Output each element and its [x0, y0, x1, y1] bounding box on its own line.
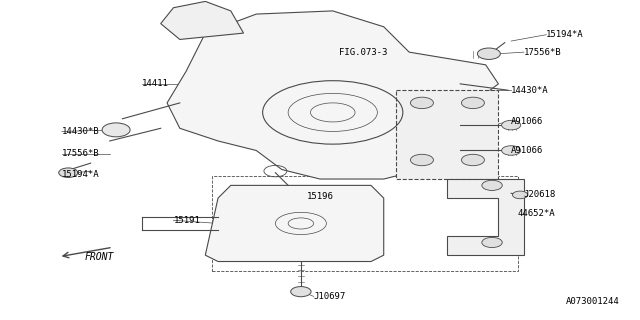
Circle shape: [410, 97, 433, 108]
Text: 15194*A: 15194*A: [546, 30, 584, 39]
Polygon shape: [167, 11, 499, 179]
Text: 17556*B: 17556*B: [524, 48, 561, 57]
Circle shape: [102, 123, 130, 137]
Polygon shape: [161, 1, 244, 39]
Text: J20618: J20618: [524, 190, 556, 199]
Text: 15196: 15196: [307, 192, 334, 201]
Circle shape: [482, 237, 502, 248]
Circle shape: [461, 97, 484, 108]
Polygon shape: [447, 179, 524, 255]
Circle shape: [59, 168, 78, 178]
Text: FIG.073-3: FIG.073-3: [339, 48, 387, 57]
Text: 44652*A: 44652*A: [518, 209, 555, 219]
Circle shape: [410, 154, 433, 166]
Text: A91066: A91066: [511, 117, 543, 126]
Circle shape: [461, 154, 484, 166]
Circle shape: [502, 120, 521, 130]
Text: 17556*B: 17556*B: [62, 149, 100, 158]
Text: 14430*B: 14430*B: [62, 127, 100, 136]
Polygon shape: [205, 185, 384, 261]
Circle shape: [482, 180, 502, 190]
Text: 15191: 15191: [173, 216, 200, 225]
Circle shape: [477, 48, 500, 60]
Text: A91066: A91066: [511, 146, 543, 155]
Text: A073001244: A073001244: [566, 297, 620, 306]
Text: 15194*A: 15194*A: [62, 170, 100, 179]
Circle shape: [291, 287, 311, 297]
Text: J10697: J10697: [314, 292, 346, 301]
Circle shape: [502, 146, 521, 155]
Text: 14430*A: 14430*A: [511, 86, 548, 95]
Circle shape: [513, 191, 528, 199]
Text: FRONT: FRONT: [84, 252, 114, 262]
Polygon shape: [396, 90, 499, 179]
Text: 14411: 14411: [141, 79, 168, 88]
